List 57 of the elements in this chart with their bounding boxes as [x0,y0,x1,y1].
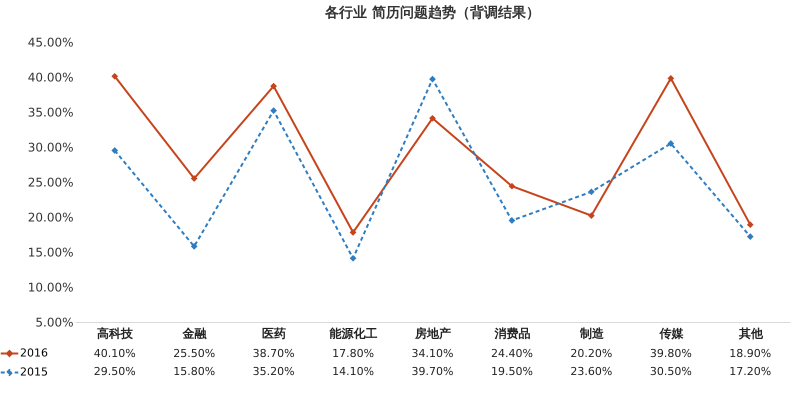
chart-title: 各行业 简历问题趋势（背调结果） [324,5,540,21]
legend-label: 2016 [20,346,48,360]
x-tick-label: 消费品 [493,326,530,340]
x-tick-label: 金融 [182,326,208,340]
data-label: 14.10% [332,365,374,378]
data-label: 30.50% [650,365,692,378]
x-tick-label: 能源化工 [330,326,378,340]
data-label: 38.70% [252,347,295,360]
point [588,188,595,196]
data-label: 25.50% [173,347,216,360]
data-label: 39.80% [650,347,692,360]
point [350,254,356,262]
point [746,221,754,228]
point [111,72,118,80]
y-tick-label: 15.00% [28,246,74,260]
point [190,175,198,182]
data-label: 35.20% [252,365,295,378]
point [667,140,674,147]
data-label: 23.60% [570,365,612,378]
point [270,82,277,90]
y-tick-label: 35.00% [28,106,74,120]
data-label: 40.10% [94,347,136,360]
data-label: 17.80% [332,347,374,360]
point [429,114,436,122]
data-label: 19.50% [490,365,533,378]
point [667,75,674,82]
y-tick-label: 5.00% [35,316,74,330]
data-label: 20.20% [570,347,612,360]
point [190,243,198,250]
point [111,147,118,154]
data-label: 34.10% [412,347,454,360]
point [508,217,516,224]
y-tick-label: 10.00% [28,280,74,294]
y-tick-label: 40.00% [28,70,74,84]
point [588,212,595,219]
data-label: 24.40% [490,347,533,360]
data-label: 18.90% [729,347,772,360]
x-tick-label: 其他 [738,326,764,340]
x-tick-label: 医药 [262,326,286,340]
y-tick-label: 45.00% [28,36,74,50]
x-tick-label: 高科技 [97,326,134,340]
point [350,229,356,236]
x-tick-label: 房地产 [414,326,451,340]
point [746,233,754,240]
y-tick-label: 25.00% [28,176,74,190]
legend-label: 2015 [20,366,48,378]
data-label: 39.70% [412,365,454,378]
x-tick-label: 制造 [578,326,605,340]
point [508,182,516,190]
point [270,107,277,114]
data-label: 29.50% [94,365,136,378]
data-label: 15.80% [173,365,216,378]
y-tick-label: 30.00% [28,140,74,154]
x-tick-label: 传媒 [658,326,684,340]
point [429,76,436,82]
y-tick-label: 20.00% [28,210,74,224]
data-label: 17.20% [729,365,772,378]
